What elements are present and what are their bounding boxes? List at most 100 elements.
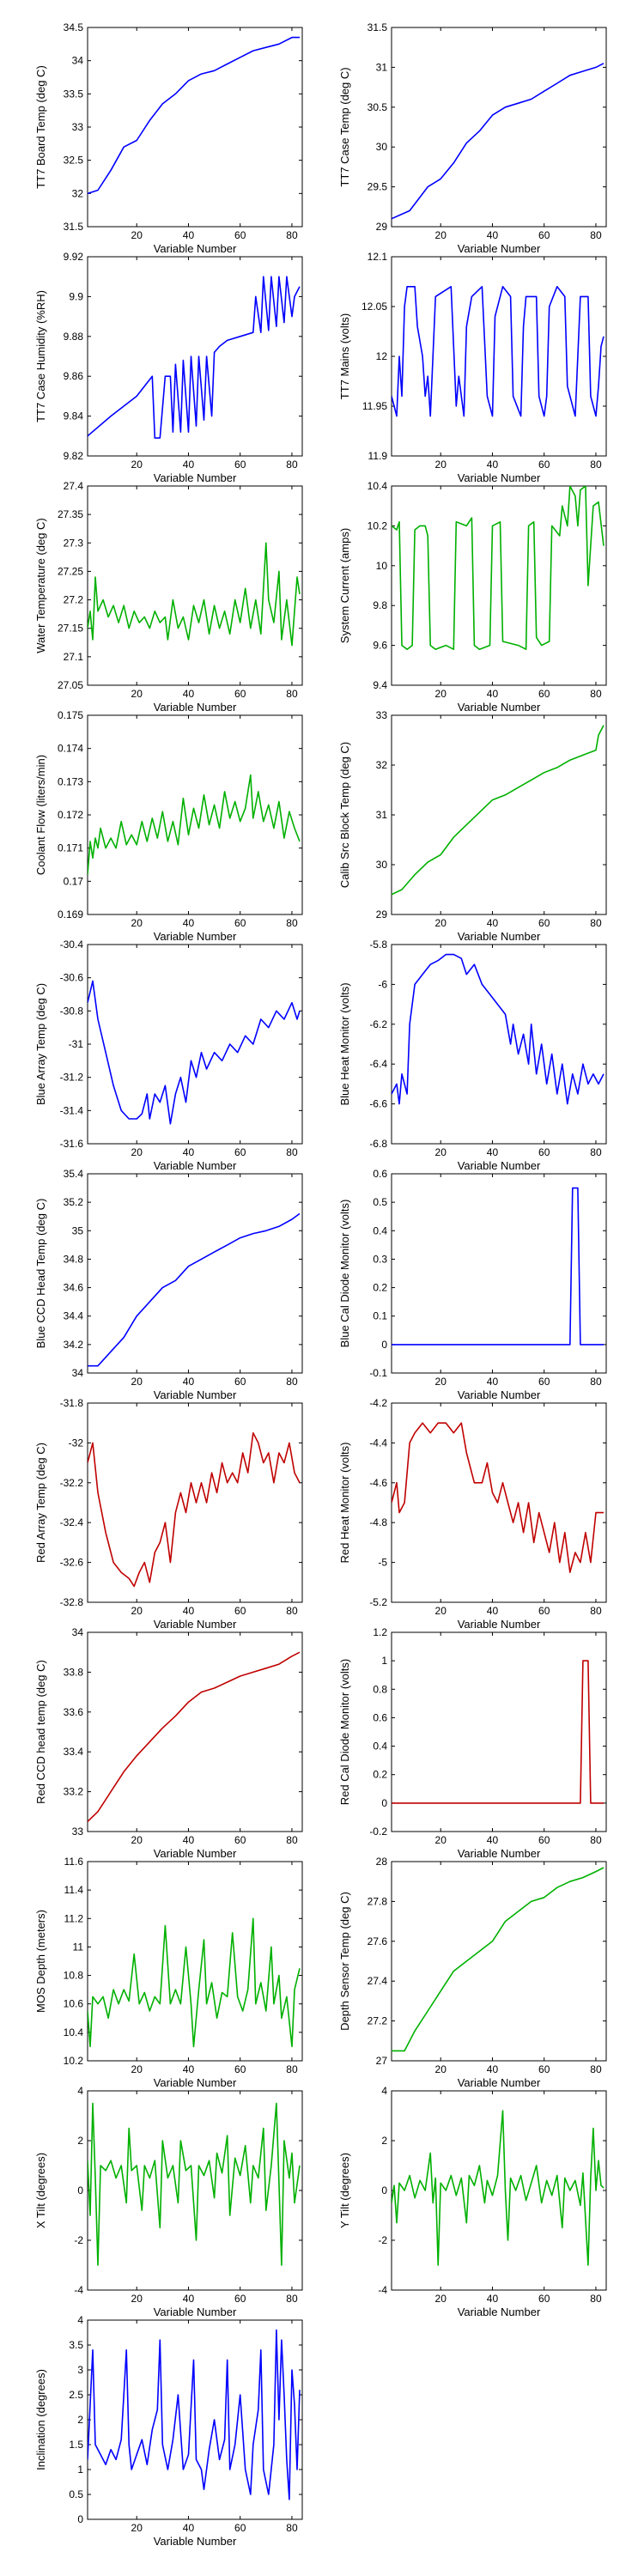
plot-frame bbox=[391, 27, 607, 228]
y-tick-label: -32.8 bbox=[60, 1596, 84, 1608]
y-tick-label: 11.95 bbox=[362, 400, 387, 412]
panel-coolant-flow: 20 40 60 80 0.169 0.17 0.171 0.172 0.173 0.174 0.1… bbox=[34, 709, 303, 943]
y-tick-label: 0.4 bbox=[373, 1741, 387, 1753]
series-line-red-array-temp bbox=[88, 1432, 301, 1588]
y-tick-label: 0.169 bbox=[58, 908, 83, 920]
y-tick-label: 34 bbox=[72, 1626, 84, 1638]
y-axis-label: Red Array Temp (deg C) bbox=[34, 1443, 47, 1563]
x-tick-label: 60 bbox=[234, 229, 246, 241]
x-tick-label: 80 bbox=[590, 2293, 602, 2305]
x-tick-label: 60 bbox=[234, 1605, 246, 1617]
y-tick-label: 32.5 bbox=[64, 155, 84, 167]
x-tick-label: 40 bbox=[487, 1376, 499, 1388]
y-axis-label: Depth Sensor Temp (deg C) bbox=[338, 1892, 351, 2031]
x-axis-label: Variable Number bbox=[458, 1159, 541, 1172]
y-tick-label: 27.2 bbox=[64, 594, 84, 606]
panel-red-heat-monitor: 20 40 60 80 -5.2 -5 -4.8 -4.6 -4.4 -4.2 Variable N… bbox=[338, 1397, 607, 1631]
panel-blue-heat-monitor: 20 40 60 80 -6.8 -6.6 -6.4 -6.2 -6 -5.8 Variable N… bbox=[338, 939, 607, 1172]
y-tick-label: 35.4 bbox=[64, 1168, 84, 1180]
x-tick-label: 40 bbox=[487, 1834, 499, 1846]
x-tick-label: 40 bbox=[183, 1605, 195, 1617]
y-tick-label: -4 bbox=[378, 2284, 387, 2296]
y-tick-label: 9.82 bbox=[64, 450, 84, 462]
y-tick-label: 0.174 bbox=[58, 743, 83, 755]
y-axis-label: TT7 Case Humidity (%RH) bbox=[34, 290, 47, 422]
series-line-inclination bbox=[88, 2329, 301, 2500]
y-tick-label: 9.84 bbox=[64, 410, 84, 422]
x-axis-label: Variable Number bbox=[154, 2535, 237, 2548]
y-tick-label: 27.4 bbox=[368, 1975, 388, 1987]
y-tick-label: 0.175 bbox=[58, 709, 83, 721]
panel-inclination: 20 40 60 80 0 0.5 1 1.5 2 2.5 3 3.5 4 Variable Number… bbox=[34, 2314, 303, 2548]
y-tick-label: 27 bbox=[376, 2055, 388, 2067]
y-tick-label: 30 bbox=[376, 141, 388, 153]
y-tick-label: -4 bbox=[74, 2284, 83, 2296]
x-tick-label: 80 bbox=[286, 2293, 298, 2305]
y-tick-label: 11 bbox=[73, 1941, 84, 1953]
y-tick-label: 9.8 bbox=[373, 599, 387, 611]
y-tick-label: 35.2 bbox=[64, 1196, 84, 1208]
y-tick-label: 34.2 bbox=[64, 1339, 84, 1351]
y-tick-label: 33.2 bbox=[64, 1786, 84, 1798]
x-tick-label: 60 bbox=[234, 688, 246, 700]
x-axis-label: Variable Number bbox=[154, 930, 237, 943]
panel-blue-cal-diode-monitor: 20 40 60 80 -0.1 0 0.1 0.2 0.3 0.4 0.5 0.6 Variable … bbox=[338, 1168, 607, 1401]
x-axis-label: Variable Number bbox=[154, 1388, 237, 1401]
plot-frame bbox=[87, 944, 303, 1145]
y-tick-label: 27.2 bbox=[368, 2015, 388, 2027]
y-tick-label: -2 bbox=[378, 2234, 387, 2246]
y-tick-label: 33 bbox=[72, 121, 84, 133]
y-axis-label: Red Heat Monitor (volts) bbox=[338, 1443, 351, 1564]
x-tick-label: 20 bbox=[435, 688, 447, 700]
y-tick-label: 11.2 bbox=[64, 1912, 84, 1924]
panel-tt7-case-temp: 20 40 60 80 29 29.5 30 30.5 31 31.5 Variable Numbe… bbox=[338, 21, 607, 255]
y-tick-label: -4.4 bbox=[369, 1437, 387, 1449]
x-tick-label: 60 bbox=[538, 2293, 550, 2305]
y-tick-label: 31 bbox=[376, 61, 388, 73]
y-tick-label: -2 bbox=[74, 2234, 83, 2246]
series-line-tt7-case-temp bbox=[392, 63, 605, 220]
series-line-red-heat-monitor bbox=[392, 1422, 604, 1573]
y-tick-label: -6.6 bbox=[369, 1098, 387, 1110]
y-tick-label: 4 bbox=[77, 2085, 83, 2097]
y-tick-label: 10.4 bbox=[64, 2026, 84, 2038]
x-tick-label: 80 bbox=[286, 459, 298, 471]
y-tick-label: 0.5 bbox=[69, 2488, 83, 2500]
panel-red-array-temp: 20 40 60 80 -32.8 -32.6 -32.4 -32.2 -32 -31.8 Vari… bbox=[34, 1397, 303, 1631]
y-tick-label: 10.8 bbox=[64, 1970, 84, 1982]
panel-water-temperature: 20 40 60 80 27.05 27.1 27.15 27.2 27.25 27.3 27.35… bbox=[34, 480, 303, 714]
x-tick-label: 80 bbox=[590, 917, 602, 929]
x-tick-label: 40 bbox=[487, 917, 499, 929]
y-tick-label: 1 bbox=[381, 1655, 387, 1667]
plot-frame bbox=[391, 256, 607, 457]
plot-frame bbox=[87, 27, 303, 228]
y-tick-label: 1 bbox=[77, 2464, 83, 2476]
y-tick-label: 0.173 bbox=[58, 775, 83, 787]
y-tick-label: 33 bbox=[376, 709, 388, 721]
y-tick-label: 0.1 bbox=[373, 1310, 387, 1322]
y-tick-label: 31.5 bbox=[64, 221, 84, 233]
series-line-system-current bbox=[392, 486, 605, 651]
y-tick-label: 27.6 bbox=[368, 1935, 388, 1947]
y-axis-label: Inclination (degrees) bbox=[34, 2369, 47, 2470]
y-tick-label: 34.6 bbox=[64, 1282, 84, 1294]
y-tick-label: -32.6 bbox=[60, 1557, 84, 1569]
y-tick-label: -6.8 bbox=[369, 1138, 387, 1150]
series-line-calib-src-block-temp bbox=[392, 725, 605, 896]
x-tick-label: 40 bbox=[183, 1376, 195, 1388]
x-tick-label: 20 bbox=[435, 1376, 447, 1388]
panel-blue-array-temp: 20 40 60 80 -31.6 -31.4 -31.2 -31 -30.8 -30.6 -30.… bbox=[34, 939, 303, 1172]
x-tick-label: 60 bbox=[538, 1376, 550, 1388]
y-tick-label: 9.92 bbox=[64, 251, 84, 263]
panel-y-tilt: 20 40 60 80 -4 -2 0 2 4 Variable Number Y Tilt (de… bbox=[338, 2085, 607, 2318]
y-tick-label: -31 bbox=[69, 1038, 84, 1050]
y-tick-label: 10.2 bbox=[64, 2055, 84, 2067]
y-tick-label: -32 bbox=[69, 1437, 84, 1449]
x-tick-label: 40 bbox=[183, 2293, 195, 2305]
series-line-water-temperature bbox=[88, 542, 301, 647]
y-tick-label: 34.8 bbox=[64, 1253, 84, 1265]
x-tick-label: 80 bbox=[286, 1146, 298, 1158]
y-tick-label: 0 bbox=[77, 2184, 83, 2196]
y-tick-label: 0.6 bbox=[373, 1711, 387, 1723]
x-tick-label: 40 bbox=[487, 1605, 499, 1617]
